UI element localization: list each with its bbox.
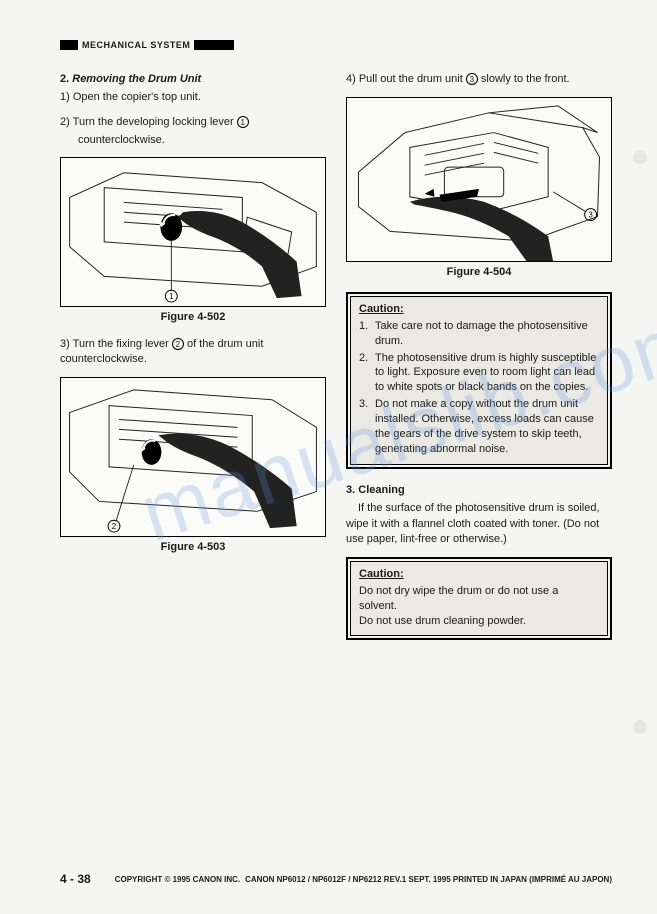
figure-4-503: 2	[60, 377, 326, 537]
step-number: 2.	[60, 73, 69, 85]
step-2: 2. Removing the Drum Unit 1) Open the co…	[60, 72, 326, 105]
step-3: 3) Turn the fixing lever 2 of the drum u…	[60, 337, 326, 367]
caution-list: 1.Take care not to damage the photosensi…	[359, 319, 599, 457]
left-column: 2. Removing the Drum Unit 1) Open the co…	[60, 72, 326, 650]
fig-callout: 2	[112, 522, 116, 531]
step-number: 3.	[346, 484, 355, 496]
cleaning-text: If the surface of the photosensitive dru…	[346, 501, 612, 547]
punch-hole	[633, 150, 647, 164]
figure-caption: Figure 4-502	[60, 311, 326, 323]
substep-text: Pull out the drum unit	[359, 73, 466, 85]
substep-text: Open the copier's top unit.	[73, 91, 201, 103]
callout-circle-2: 2	[172, 338, 184, 350]
step-4: 4) Pull out the drum unit 3 slowly to th…	[346, 72, 612, 87]
caution-text: Do not use drum cleaning powder.	[359, 614, 599, 629]
substep-number: 2)	[60, 116, 70, 128]
substep-text-cont: counterclockwise.	[60, 133, 326, 148]
fig-callout: 1	[169, 292, 173, 301]
caution-text: Do not dry wipe the drum or do not use a…	[359, 584, 599, 614]
page-number: 4 - 38	[60, 872, 91, 886]
figure-4-504: 3	[346, 97, 612, 262]
caution-title: Caution:	[359, 303, 599, 315]
figure-4-502: 1	[60, 157, 326, 307]
caution-item: 2.The photosensitive drum is highly susc…	[359, 351, 599, 396]
substep-text: Turn the fixing lever	[73, 338, 172, 350]
step-title: Cleaning	[358, 484, 404, 496]
substep-number: 3)	[60, 338, 70, 350]
step-title: Removing the Drum Unit	[72, 73, 201, 85]
copyright-text: COPYRIGHT © 1995 CANON INC.	[115, 875, 240, 884]
substep-text: slowly to the front.	[478, 73, 570, 85]
step-2b: 2) Turn the developing locking lever 1 c…	[60, 115, 326, 148]
fig-callout: 3	[588, 210, 593, 219]
right-column: 4) Pull out the drum unit 3 slowly to th…	[346, 72, 612, 650]
section-header: MECHANICAL SYSTEM	[60, 40, 612, 50]
callout-circle-3: 3	[466, 73, 478, 85]
callout-circle-1: 1	[237, 116, 249, 128]
page-content: 2. Removing the Drum Unit 1) Open the co…	[60, 72, 612, 650]
substep-number: 4)	[346, 73, 356, 85]
substep-number: 1)	[60, 91, 70, 103]
figure-caption: Figure 4-503	[60, 541, 326, 553]
punch-hole	[633, 720, 647, 734]
caution-item: 1.Take care not to damage the photosensi…	[359, 319, 599, 349]
header-decor-right	[194, 40, 234, 50]
substep-text: Turn the developing locking lever	[73, 116, 237, 128]
header-decor-left	[60, 40, 78, 50]
caution-item: 3.Do not make a copy without the drum un…	[359, 397, 599, 456]
caution-title: Caution:	[359, 568, 599, 580]
page-footer: 4 - 38 COPYRIGHT © 1995 CANON INC. CANON…	[60, 872, 612, 886]
caution-box-1: Caution: 1.Take care not to damage the p…	[346, 292, 612, 470]
section-title: MECHANICAL SYSTEM	[78, 40, 194, 50]
figure-caption: Figure 4-504	[346, 266, 612, 278]
cleaning-section: 3. Cleaning If the surface of the photos…	[346, 483, 612, 547]
model-text: CANON NP6012 / NP6012F / NP6212 REV.1 SE…	[245, 875, 612, 884]
caution-box-2: Caution: Do not dry wipe the drum or do …	[346, 557, 612, 640]
